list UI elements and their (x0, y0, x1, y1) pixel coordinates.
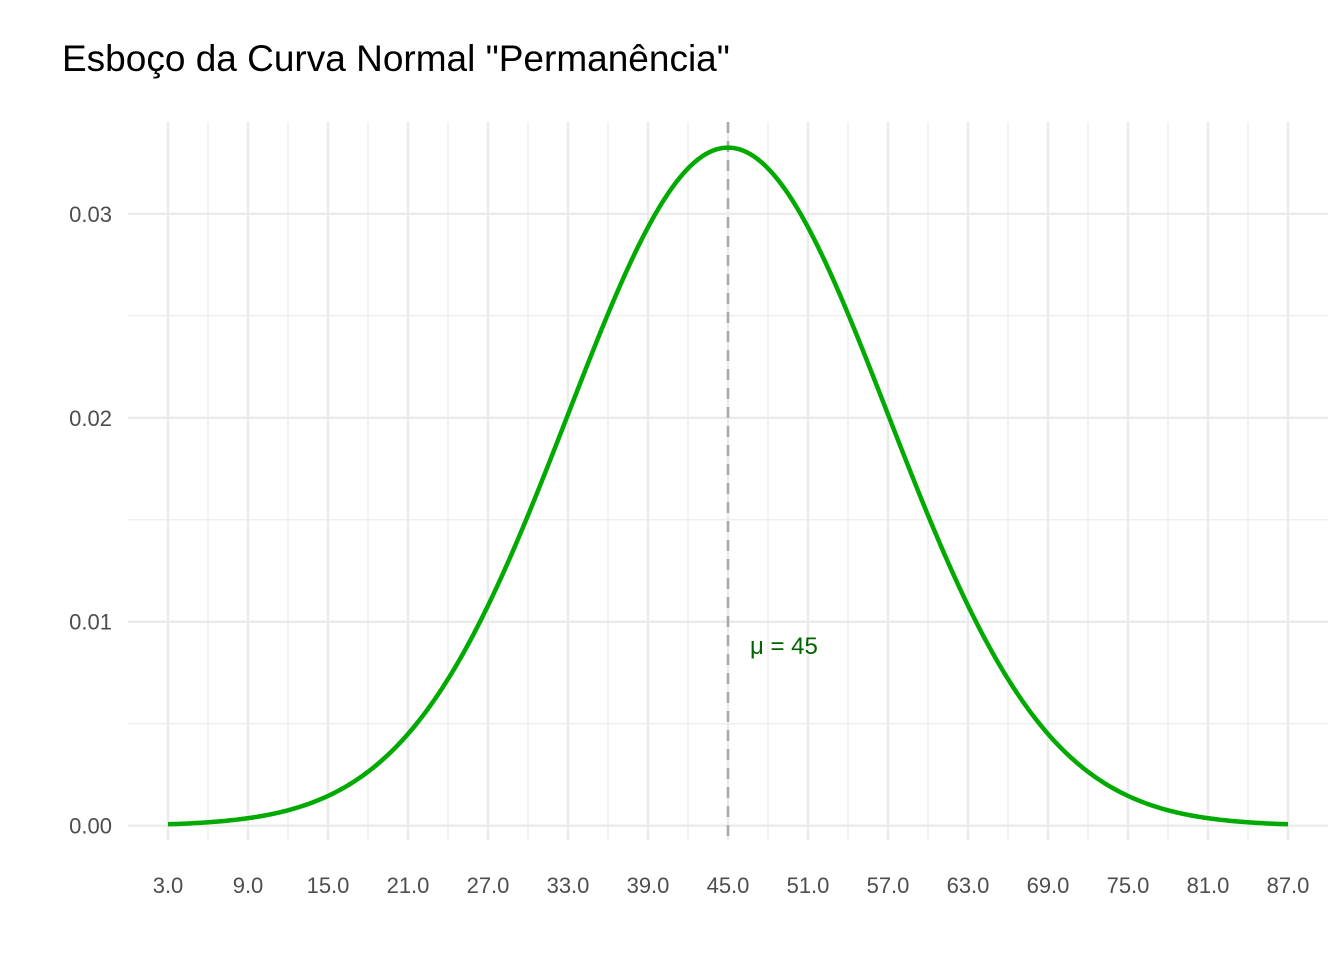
x-tick-label: 87.0 (1267, 873, 1310, 898)
chart-title: Esboço da Curva Normal "Permanência" (62, 38, 730, 79)
x-tick-label: 51.0 (787, 873, 830, 898)
annotation-layer: μ = 45 (750, 633, 818, 660)
x-tick-label: 75.0 (1107, 873, 1150, 898)
x-tick-label: 39.0 (627, 873, 670, 898)
x-tick-label: 15.0 (307, 873, 350, 898)
x-tick-label: 9.0 (233, 873, 264, 898)
y-tick-label: 0.03 (69, 202, 112, 227)
density-curve-line (167, 145, 1289, 827)
y-tick-label: 0.01 (69, 610, 112, 635)
x-tick-label: 3.0 (153, 873, 184, 898)
x-tick-label: 63.0 (947, 873, 990, 898)
x-tick-label: 45.0 (707, 873, 750, 898)
x-tick-label: 81.0 (1187, 873, 1230, 898)
x-tick-label: 33.0 (547, 873, 590, 898)
x-tick-label: 57.0 (867, 873, 910, 898)
x-tick-label: 21.0 (387, 873, 430, 898)
y-tick-label: 0.02 (69, 406, 112, 431)
grid-major (128, 122, 1328, 840)
y-tick-labels: 0.00 0.01 0.02 0.03 (69, 202, 112, 839)
y-tick-label: 0.00 (69, 814, 112, 839)
mean-annotation: μ = 45 (750, 633, 818, 660)
x-tick-label: 27.0 (467, 873, 510, 898)
curve-layer (167, 145, 1289, 827)
x-tick-labels: 3.0 9.0 15.0 21.0 27.0 33.0 39.0 45.0 51.0 57.0 63… (153, 873, 1310, 898)
x-tick-label: 69.0 (1027, 873, 1070, 898)
